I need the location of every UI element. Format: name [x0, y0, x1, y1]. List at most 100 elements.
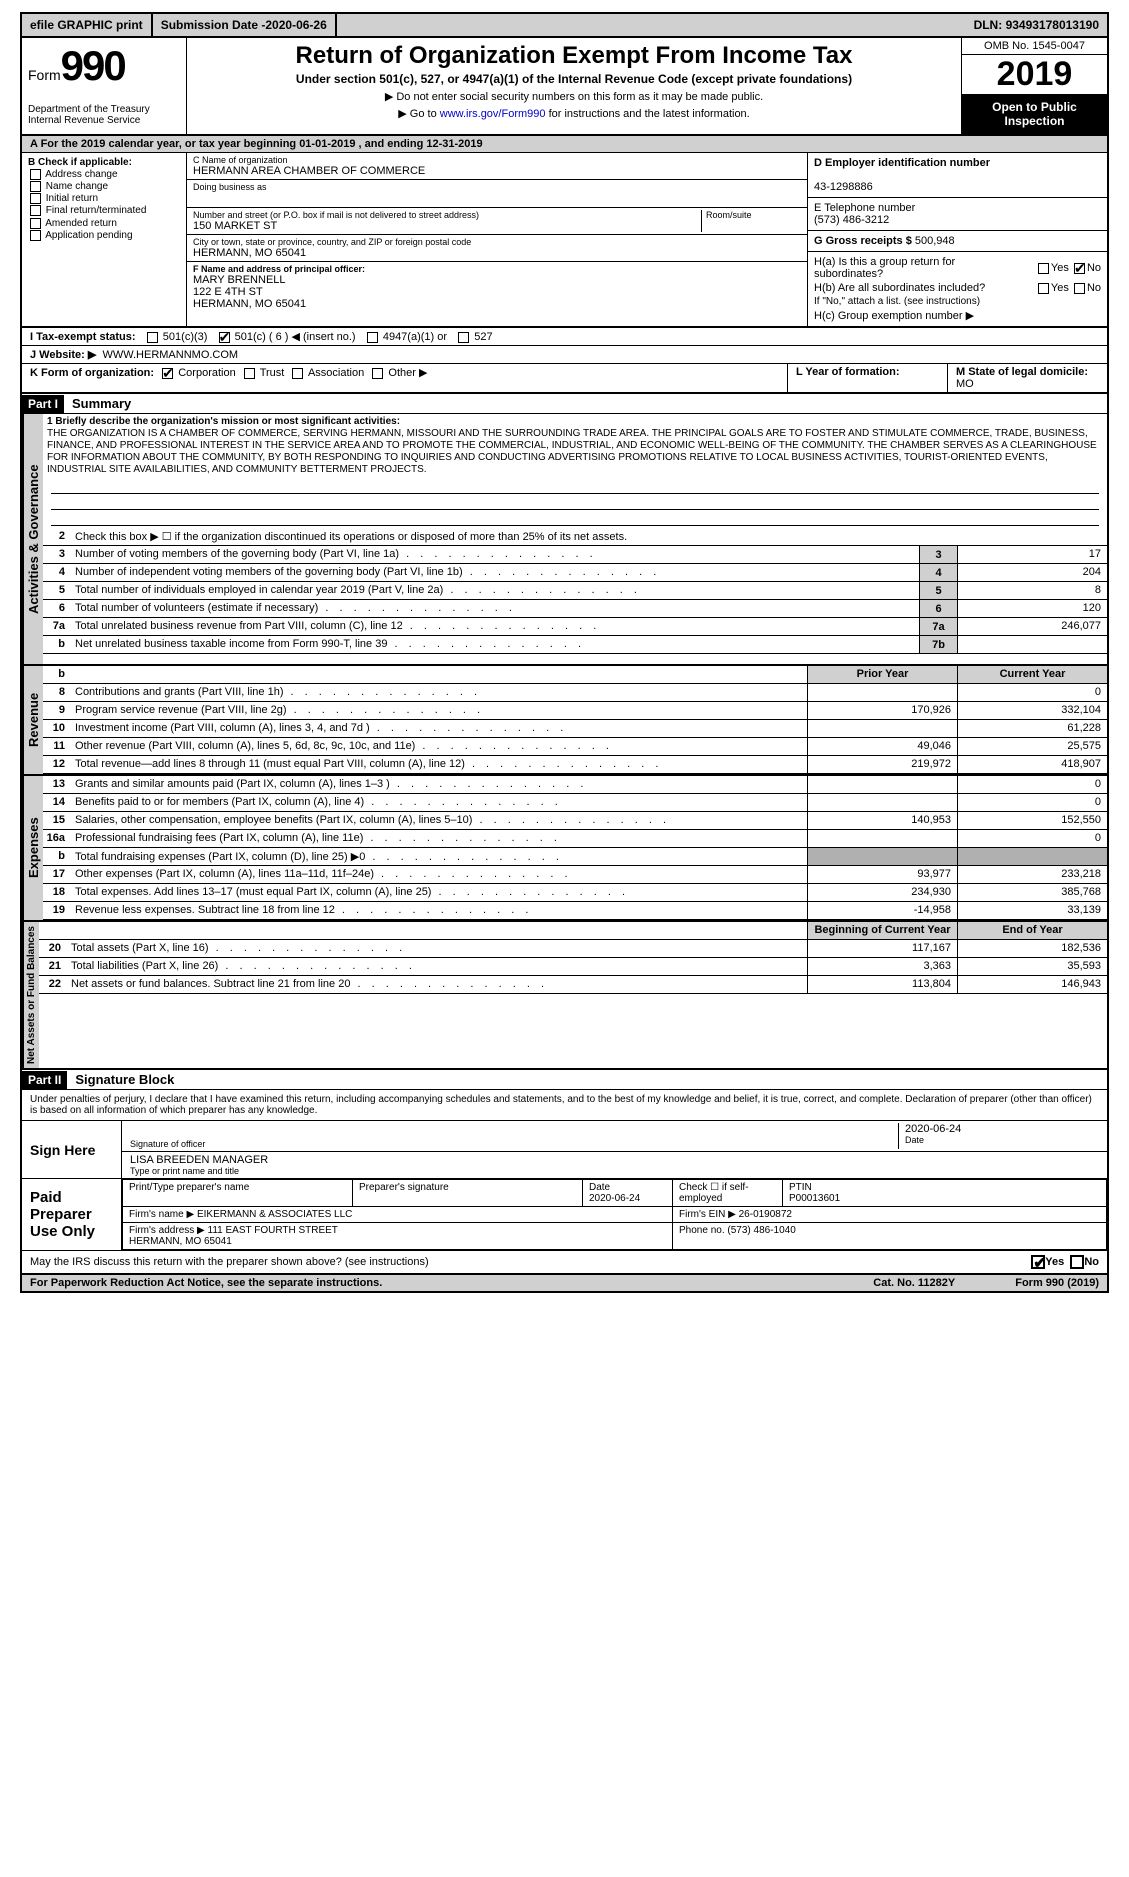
summary-line: 12Total revenue—add lines 8 through 11 (…: [43, 756, 1107, 774]
discuss-yes[interactable]: [1031, 1255, 1045, 1269]
column-d-right: D Employer identification number 43-1298…: [807, 153, 1107, 326]
vlabel-revenue: Revenue: [22, 666, 43, 774]
summary-line: 13Grants and similar amounts paid (Part …: [43, 776, 1107, 794]
chk-other[interactable]: [372, 368, 383, 379]
row-j-website: J Website: ▶ WWW.HERMANNMO.COM: [20, 346, 1109, 364]
column-c-name: C Name of organization HERMANN AREA CHAM…: [187, 153, 807, 326]
street-address: 150 MARKET ST: [193, 220, 701, 232]
top-bar: efile GRAPHIC print Submission Date - 20…: [20, 12, 1109, 38]
summary-line: 16aProfessional fundraising fees (Part I…: [43, 830, 1107, 848]
part-ii-signature: Part II Signature Block Under penalties …: [20, 1070, 1109, 1275]
website-note: ▶ Go to www.irs.gov/Form990 for instruct…: [195, 107, 953, 120]
gross-receipts: 500,948: [915, 235, 955, 247]
chk-corp[interactable]: [162, 368, 173, 379]
summary-line: 22Net assets or fund balances. Subtract …: [39, 976, 1107, 994]
ptin: P00013601: [789, 1193, 840, 1204]
preparer-table: Print/Type preparer's name Preparer's si…: [122, 1179, 1107, 1250]
header-left: Form990 Department of the Treasury Inter…: [22, 38, 187, 134]
dln: DLN: 93493178013190: [966, 18, 1107, 32]
chk-501c[interactable]: [219, 332, 230, 343]
chk-name-change[interactable]: [30, 181, 41, 192]
part-ii-head: Part II: [22, 1071, 67, 1089]
firm-name: EIKERMANN & ASSOCIATES LLC: [197, 1209, 352, 1220]
expenses-section: Expenses 13Grants and similar amounts pa…: [22, 774, 1107, 920]
summary-line: 6Total number of volunteers (estimate if…: [43, 600, 1107, 618]
activities-governance-section: Activities & Governance 1 Briefly descri…: [22, 414, 1107, 664]
header-right: OMB No. 1545-0047 2019 Open to Public In…: [962, 38, 1107, 134]
ha-no[interactable]: [1074, 263, 1085, 274]
summary-line: 8Contributions and grants (Part VIII, li…: [43, 684, 1107, 702]
revenue-section: Revenue bPrior YearCurrent Year 8Contrib…: [22, 664, 1107, 774]
hb-yes[interactable]: [1038, 283, 1049, 294]
chk-501c3[interactable]: [147, 332, 158, 343]
chk-final-return[interactable]: [30, 205, 41, 216]
chk-trust[interactable]: [244, 368, 255, 379]
website: WWW.HERMANNMO.COM: [102, 349, 238, 361]
chk-4947[interactable]: [367, 332, 378, 343]
form-title: Return of Organization Exempt From Incom…: [195, 42, 953, 70]
firm-ein: 26-0190872: [739, 1209, 792, 1220]
sign-here-label: Sign Here: [22, 1121, 122, 1178]
summary-line: 7aTotal unrelated business revenue from …: [43, 618, 1107, 636]
irs-link[interactable]: www.irs.gov/Form990: [440, 108, 546, 120]
form-number: 990: [61, 42, 125, 89]
row-a-tax-year: A For the 2019 calendar year, or tax yea…: [20, 136, 1109, 153]
summary-line: 15Salaries, other compensation, employee…: [43, 812, 1107, 830]
vlabel-net-assets: Net Assets or Fund Balances: [22, 922, 39, 1068]
ha-yes[interactable]: [1038, 263, 1049, 274]
form-header: Form990 Department of the Treasury Inter…: [20, 38, 1109, 136]
summary-line: 3Number of voting members of the governi…: [43, 546, 1107, 564]
summary-line: bNet unrelated business taxable income f…: [43, 636, 1107, 654]
vlabel-expenses: Expenses: [22, 776, 43, 920]
chk-initial-return[interactable]: [30, 193, 41, 204]
summary-line: 21Total liabilities (Part X, line 26)3,3…: [39, 958, 1107, 976]
officer-name: MARY BRENNELL: [193, 274, 801, 286]
main-info-block: B Check if applicable: Address change Na…: [20, 153, 1109, 328]
form-word: Form: [28, 67, 61, 83]
city-state-zip: HERMANN, MO 65041: [193, 247, 801, 259]
chk-amended[interactable]: [30, 218, 41, 229]
discuss-question: May the IRS discuss this return with the…: [30, 1256, 429, 1268]
chk-app-pending[interactable]: [30, 230, 41, 241]
vlabel-governance: Activities & Governance: [22, 414, 43, 664]
summary-line: 14Benefits paid to or for members (Part …: [43, 794, 1107, 812]
firm-phone: (573) 486-1040: [727, 1225, 795, 1236]
form-subtitle: Under section 501(c), 527, or 4947(a)(1)…: [195, 72, 953, 86]
chk-527[interactable]: [458, 332, 469, 343]
sig-date: 2020-06-24: [905, 1123, 1099, 1135]
inspection-label: Open to Public Inspection: [962, 94, 1107, 134]
submission-date: Submission Date - 2020-06-26: [153, 14, 337, 36]
prep-date: 2020-06-24: [589, 1193, 640, 1204]
chk-address-change[interactable]: [30, 169, 41, 180]
ein: 43-1298886: [814, 181, 873, 193]
mission-statement: THE ORGANIZATION IS A CHAMBER OF COMMERC…: [47, 428, 1097, 475]
summary-line: 19Revenue less expenses. Subtract line 1…: [43, 902, 1107, 920]
footer-bar: For Paperwork Reduction Act Notice, see …: [20, 1275, 1109, 1293]
summary-line: 9Program service revenue (Part VIII, lin…: [43, 702, 1107, 720]
discuss-no[interactable]: [1070, 1255, 1084, 1269]
omb-number: OMB No. 1545-0047: [962, 38, 1107, 55]
ssn-note: ▶ Do not enter social security numbers o…: [195, 90, 953, 103]
net-assets-section: Net Assets or Fund Balances Beginning of…: [22, 920, 1107, 1068]
summary-line: bTotal fundraising expenses (Part IX, co…: [43, 848, 1107, 866]
chk-assoc[interactable]: [292, 368, 303, 379]
part-i-head: Part I: [22, 395, 64, 413]
department-label: Department of the Treasury Internal Reve…: [28, 104, 180, 126]
summary-line: 11Other revenue (Part VIII, column (A), …: [43, 738, 1107, 756]
perjury-note: Under penalties of perjury, I declare th…: [22, 1090, 1107, 1120]
phone: (573) 486-3212: [814, 214, 889, 226]
officer-typed-name: LISA BREEDEN MANAGER: [130, 1154, 1099, 1166]
part-i-summary: Part I Summary Activities & Governance 1…: [20, 394, 1109, 1070]
header-mid: Return of Organization Exempt From Incom…: [187, 38, 962, 134]
summary-line: 20Total assets (Part X, line 16)117,1671…: [39, 940, 1107, 958]
column-b-checkboxes: B Check if applicable: Address change Na…: [22, 153, 187, 326]
summary-line: 17Other expenses (Part IX, column (A), l…: [43, 866, 1107, 884]
tax-year: 2019: [962, 55, 1107, 94]
paid-preparer-label: Paid Preparer Use Only: [22, 1179, 122, 1250]
form-page: efile GRAPHIC print Submission Date - 20…: [0, 0, 1129, 1305]
hb-no[interactable]: [1074, 283, 1085, 294]
summary-line: 18Total expenses. Add lines 13–17 (must …: [43, 884, 1107, 902]
summary-line: 10Investment income (Part VIII, column (…: [43, 720, 1107, 738]
summary-line: 4Number of independent voting members of…: [43, 564, 1107, 582]
state-domicile: MO: [956, 378, 974, 390]
